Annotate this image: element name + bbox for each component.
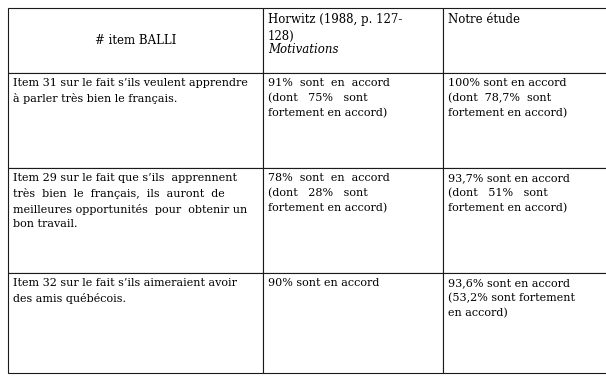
Text: Motivations: Motivations (268, 43, 339, 56)
Bar (8, 273, 263, 373)
Text: Horwitz (1988, p. 127-
128): Horwitz (1988, p. 127- 128) (268, 13, 402, 43)
Text: 93,7% sont en accord
(dont   51%   sont
fortement en accord): 93,7% sont en accord (dont 51% sont fort… (448, 173, 570, 213)
Bar (443, 273, 606, 373)
Text: # item BALLI: # item BALLI (95, 34, 176, 47)
Bar (443, 8, 606, 73)
Bar (8, 8, 263, 73)
Text: 90% sont en accord: 90% sont en accord (268, 278, 379, 288)
Bar (8, 73, 263, 168)
Text: Item 32 sur le fait s’ils aimeraient avoir
des amis québécois.: Item 32 sur le fait s’ils aimeraient avo… (13, 278, 237, 304)
Text: 78%  sont  en  accord
(dont   28%   sont
fortement en accord): 78% sont en accord (dont 28% sont fortem… (268, 173, 390, 213)
Text: 91%  sont  en  accord
(dont   75%   sont
fortement en accord): 91% sont en accord (dont 75% sont fortem… (268, 78, 390, 118)
Bar (263, 8, 443, 73)
Bar (443, 168, 606, 273)
Bar (263, 273, 443, 373)
Text: Item 31 sur le fait s’ils veulent apprendre
à parler très bien le français.: Item 31 sur le fait s’ils veulent appren… (13, 78, 248, 104)
Bar (443, 73, 606, 168)
Text: Notre étude: Notre étude (448, 13, 520, 26)
Bar (263, 168, 443, 273)
Text: 100% sont en accord
(dont  78,7%  sont
fortement en accord): 100% sont en accord (dont 78,7% sont for… (448, 78, 567, 118)
Text: 93,6% sont en accord
(53,2% sont fortement
en accord): 93,6% sont en accord (53,2% sont forteme… (448, 278, 575, 318)
Text: Item 29 sur le fait que s’ils  apprennent
très  bien  le  français,  ils  auront: Item 29 sur le fait que s’ils apprennent… (13, 173, 247, 229)
Bar (263, 73, 443, 168)
Bar (8, 168, 263, 273)
